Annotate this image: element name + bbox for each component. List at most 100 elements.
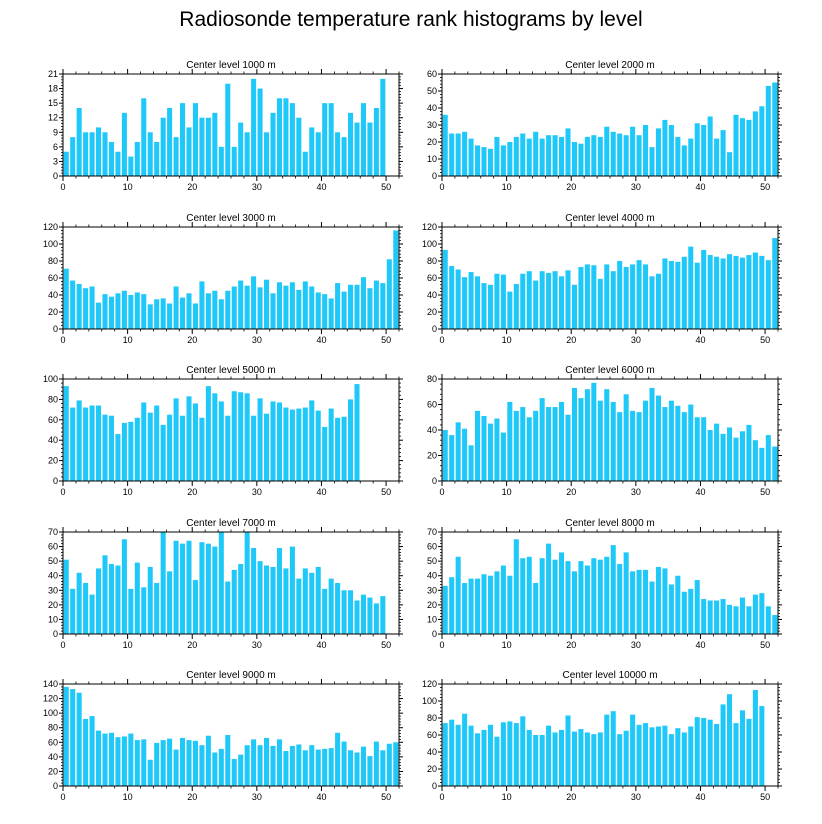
panel-title: Center level 7000 m	[186, 518, 276, 529]
bar	[533, 583, 539, 634]
bar	[167, 414, 173, 481]
x-tick-label: 0	[60, 182, 65, 192]
bar	[108, 732, 114, 786]
bar	[578, 561, 584, 634]
bar	[96, 302, 102, 329]
bar	[264, 565, 270, 634]
bar	[373, 603, 379, 634]
bar	[348, 284, 354, 329]
bar	[675, 261, 681, 329]
bar	[192, 580, 198, 634]
bar	[442, 249, 448, 329]
bar	[180, 103, 186, 176]
bar	[520, 558, 526, 634]
bar	[494, 736, 500, 786]
bar	[759, 106, 765, 176]
bar	[655, 128, 661, 176]
bar	[160, 532, 166, 634]
bar	[765, 606, 771, 634]
bar	[513, 410, 519, 481]
bar	[102, 733, 108, 786]
bar	[192, 740, 198, 786]
bar	[597, 136, 603, 176]
bar	[167, 108, 173, 176]
bar	[348, 112, 354, 176]
bar	[128, 733, 134, 786]
bar	[108, 296, 114, 329]
bar	[63, 559, 69, 634]
bar	[244, 285, 250, 329]
bar	[688, 404, 694, 481]
x-tick-label: 50	[381, 487, 391, 497]
bar	[681, 256, 687, 329]
bar	[251, 739, 257, 786]
y-tick-label: 120	[43, 222, 58, 232]
bar	[468, 578, 474, 634]
bar	[533, 735, 539, 786]
bar	[578, 266, 584, 329]
bar	[442, 430, 448, 481]
x-tick-label: 40	[695, 182, 705, 192]
bar	[192, 103, 198, 176]
bar	[244, 745, 250, 786]
bar	[494, 418, 500, 481]
bar	[591, 135, 597, 176]
x-tick-label: 10	[123, 487, 133, 497]
bar	[283, 568, 289, 634]
bar	[276, 98, 282, 176]
bar	[302, 407, 308, 481]
bar	[89, 716, 95, 786]
bar	[546, 407, 552, 481]
bar	[455, 422, 461, 481]
bar	[212, 112, 218, 176]
bar	[205, 293, 211, 329]
bar	[733, 437, 739, 481]
bar	[617, 564, 623, 634]
y-tick-label: 0	[53, 629, 58, 639]
bar	[520, 273, 526, 329]
y-tick-label: 50	[48, 556, 58, 566]
main-title: Radiosonde temperature rank histograms b…	[179, 8, 643, 31]
bar	[597, 559, 603, 634]
bar	[752, 594, 758, 634]
bar	[649, 387, 655, 481]
bar	[257, 88, 263, 176]
bar	[83, 288, 89, 329]
bar	[552, 271, 558, 329]
bar	[681, 591, 687, 634]
x-tick-label: 50	[381, 182, 391, 192]
y-tick-label: 50	[427, 556, 437, 566]
bar	[714, 600, 720, 634]
bar	[513, 283, 519, 329]
y-tick-label: 80	[427, 713, 437, 723]
bar	[578, 729, 584, 786]
bar	[500, 565, 506, 634]
bar	[335, 583, 341, 634]
x-tick-label: 0	[60, 335, 65, 345]
x-tick-label: 10	[502, 487, 512, 497]
y-tick-label: 0	[53, 781, 58, 791]
bar	[160, 424, 166, 481]
bar	[348, 399, 354, 481]
x-tick-label: 10	[502, 182, 512, 192]
y-tick-label: 20	[427, 451, 437, 461]
y-tick-label: 50	[427, 86, 437, 96]
bar	[559, 401, 565, 481]
bar	[218, 401, 224, 481]
bar	[636, 412, 642, 481]
bar	[128, 295, 134, 329]
bar	[714, 256, 720, 329]
bar	[513, 136, 519, 176]
bar	[500, 145, 506, 176]
bar	[487, 148, 493, 176]
bar	[449, 266, 455, 329]
bar	[694, 580, 700, 634]
bar	[455, 133, 461, 176]
x-tick-label: 0	[60, 640, 65, 650]
y-tick-label: 20	[48, 456, 58, 466]
y-tick-label: 60	[427, 730, 437, 740]
x-tick-label: 50	[760, 792, 770, 802]
bar	[348, 750, 354, 786]
x-tick-label: 30	[631, 792, 641, 802]
bar	[276, 739, 282, 786]
